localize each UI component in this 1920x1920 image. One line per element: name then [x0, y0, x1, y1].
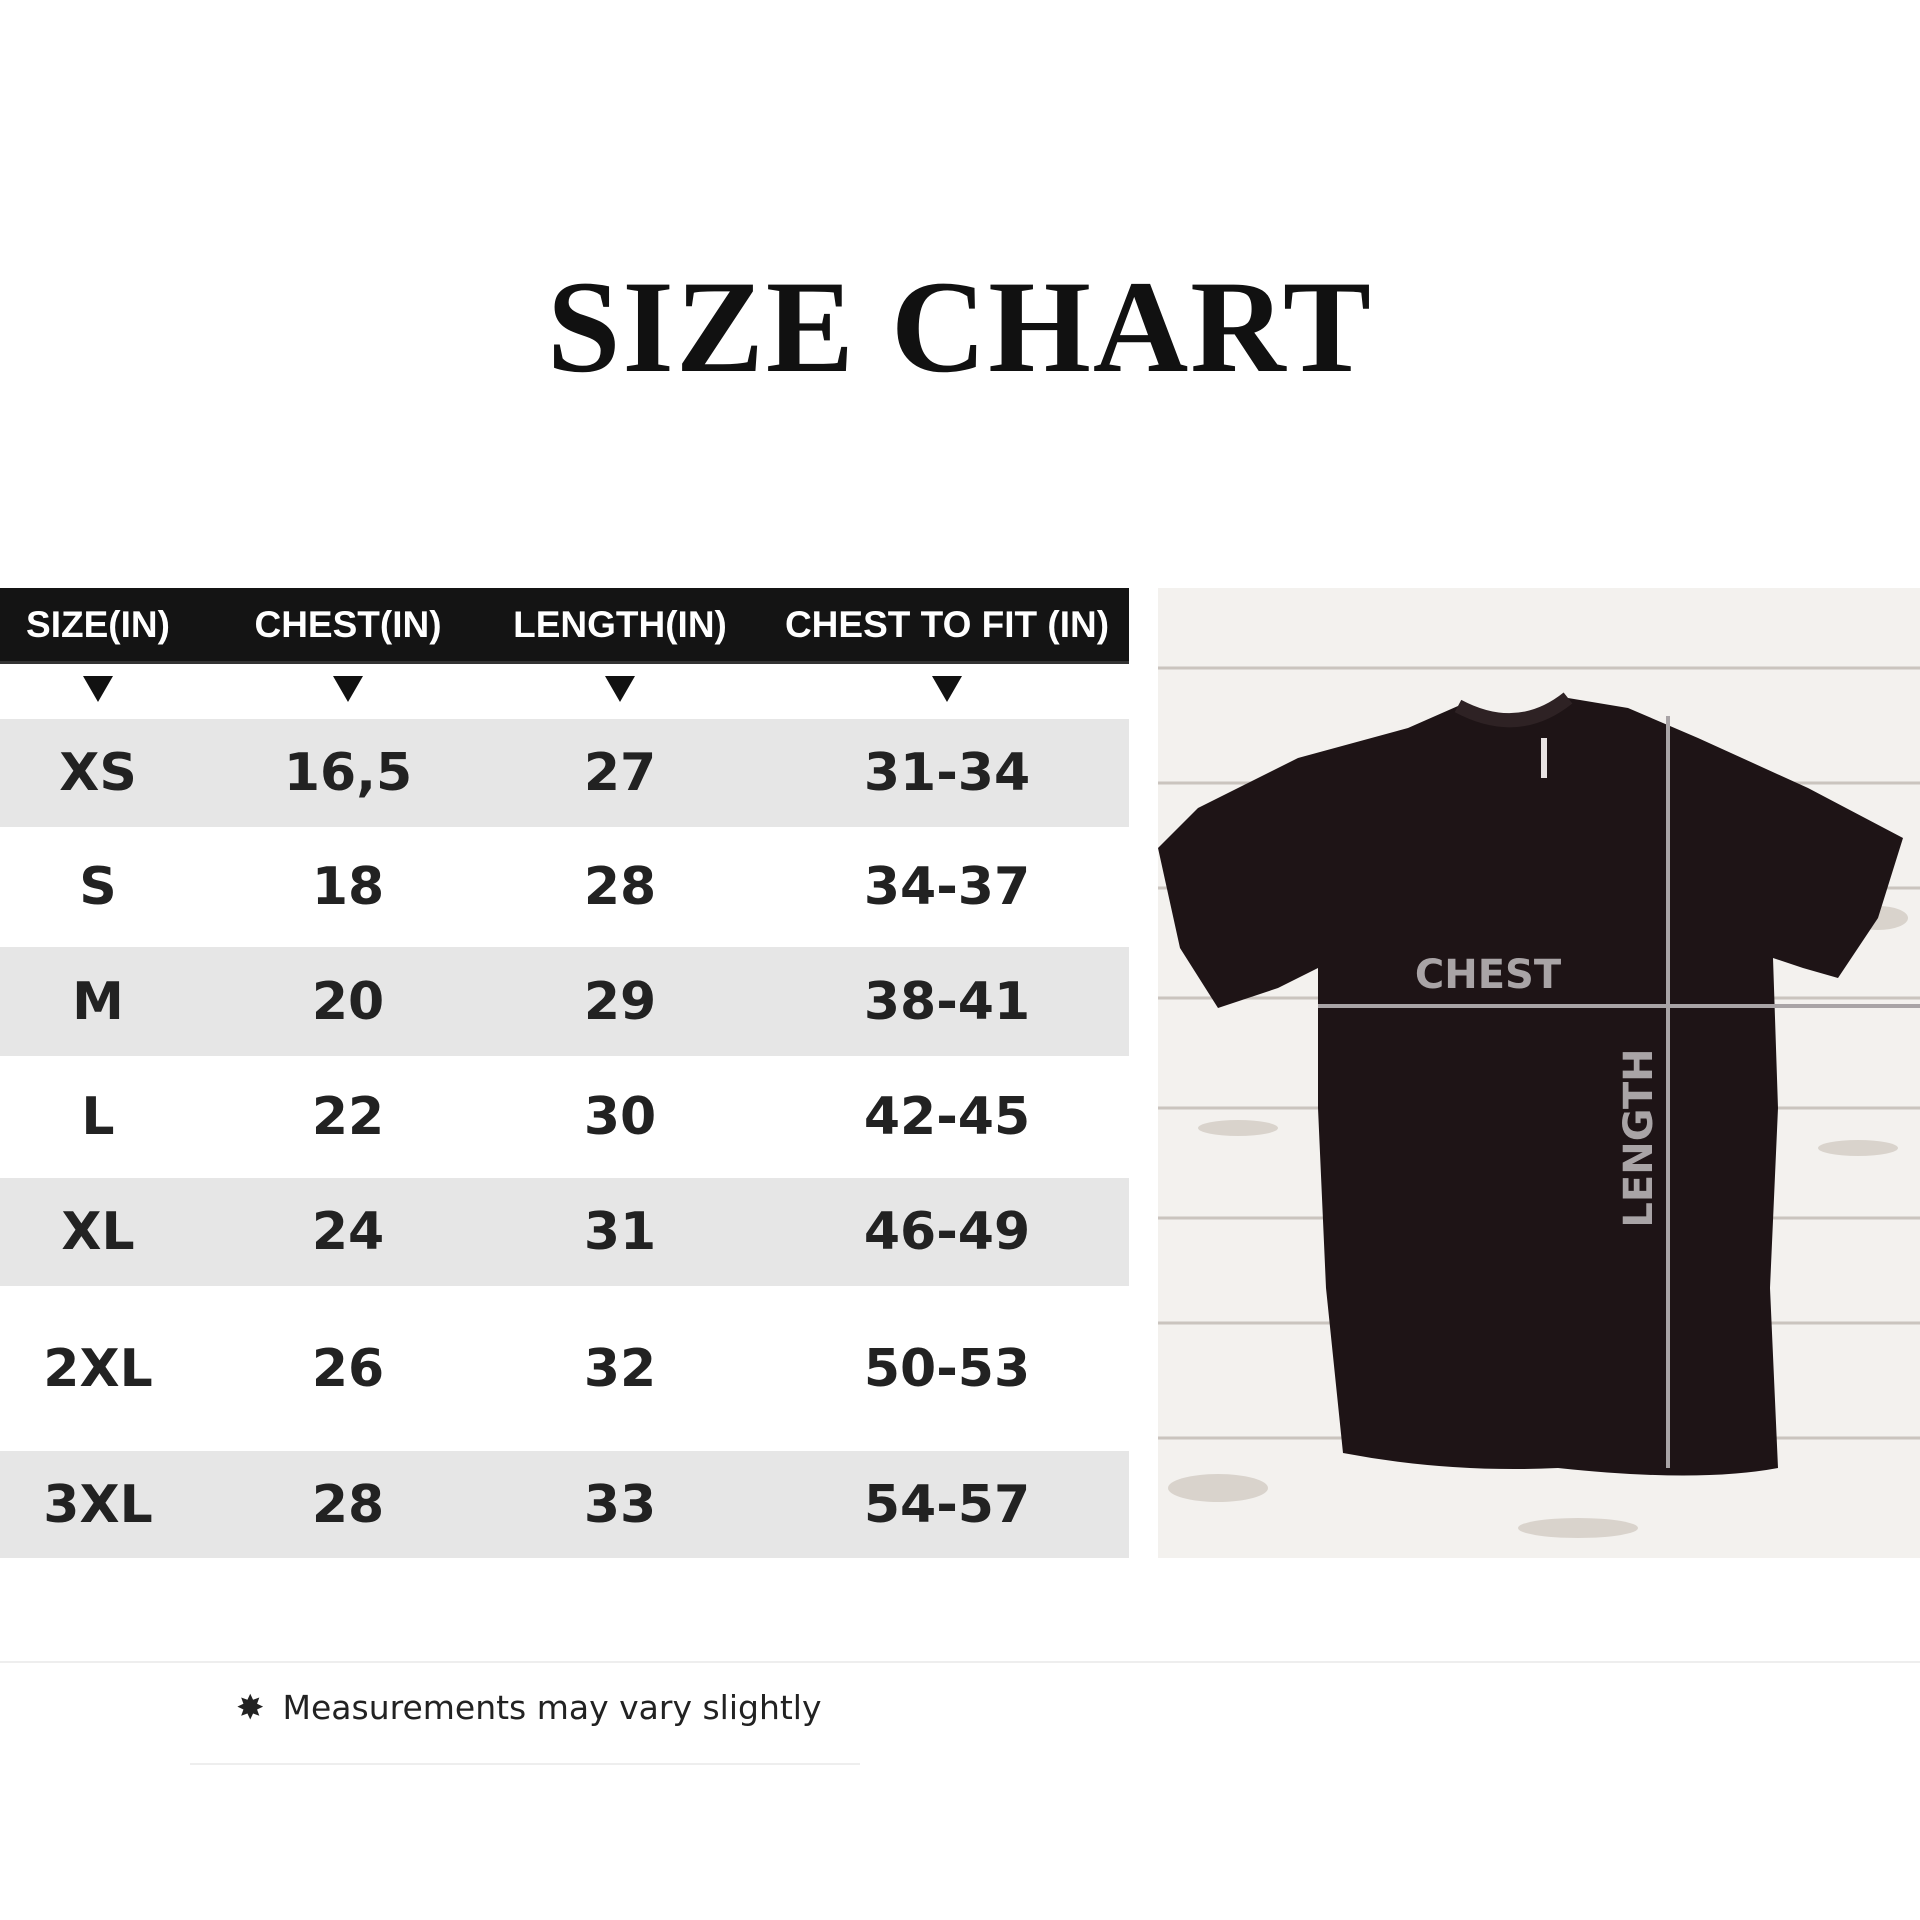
cell-size: S: [79, 857, 117, 917]
cell-chest: 18: [311, 857, 385, 917]
down-arrow-icon: [333, 676, 363, 702]
cell-chest-to-fit: 42-45: [863, 1087, 1031, 1147]
cell-size: XL: [61, 1202, 135, 1262]
header-size: SIZE(IN): [26, 604, 170, 645]
table-row: 3XL 28 33 54-57: [0, 1451, 1129, 1558]
cell-size: 2XL: [43, 1338, 153, 1399]
tshirt-diagram: CHEST LENGTH: [1158, 588, 1920, 1558]
page-title: SIZE CHART: [547, 253, 1373, 400]
cell-chest: 16,5: [283, 743, 413, 803]
measurement-note: ✸ Measurements may vary slightly: [236, 1688, 822, 1728]
cell-chest-to-fit: 50-53: [863, 1338, 1031, 1399]
cell-chest-to-fit: 34-37: [863, 857, 1031, 917]
cell-chest-to-fit: 38-41: [863, 971, 1031, 1032]
cell-length: 27: [583, 743, 657, 803]
cell-chest-to-fit: 46-49: [863, 1202, 1031, 1262]
header-length: LENGTH(IN): [513, 604, 727, 645]
cell-chest: 20: [311, 971, 385, 1032]
down-arrow-icon: [932, 676, 962, 702]
table-row: S 18 28 34-37: [0, 827, 1129, 947]
cell-length: 33: [583, 1474, 657, 1535]
cell-size: 3XL: [43, 1474, 153, 1535]
cell-length: 32: [583, 1338, 657, 1399]
cell-chest: 26: [311, 1338, 385, 1399]
chest-label: CHEST: [1415, 952, 1562, 998]
table-header: SIZE(IN) CHEST(IN) LENGTH(IN) CHEST TO F…: [0, 588, 1129, 664]
header-chest: CHEST(IN): [254, 604, 442, 645]
table-row: L 22 30 42-45: [0, 1056, 1129, 1178]
star-burst-icon: ✸: [236, 1688, 265, 1728]
cell-chest-to-fit: 31-34: [863, 743, 1031, 803]
cell-length: 28: [583, 857, 657, 917]
cell-length: 31: [583, 1202, 657, 1262]
divider: [0, 1661, 1920, 1663]
cell-size: L: [81, 1087, 115, 1147]
table-row: XS 16,5 27 31-34: [0, 719, 1129, 827]
tshirt-shape: [1158, 698, 1903, 1476]
divider: [190, 1763, 860, 1765]
header-chest-to-fit: CHEST TO FIT (IN): [784, 604, 1110, 645]
note-text: Measurements may vary slightly: [282, 1688, 822, 1727]
length-label: LENGTH: [1616, 1048, 1662, 1227]
cell-length: 30: [583, 1087, 657, 1147]
cell-chest-to-fit: 54-57: [863, 1474, 1031, 1535]
down-arrow-icon: [83, 676, 113, 702]
cell-chest: 28: [311, 1474, 385, 1535]
cell-size: M: [72, 971, 124, 1032]
cell-length: 29: [583, 971, 657, 1032]
table-row: 2XL 26 32 50-53: [0, 1286, 1129, 1451]
table-row: M 20 29 38-41: [0, 947, 1129, 1056]
cell-chest: 22: [311, 1087, 385, 1147]
cell-size: XS: [59, 743, 137, 803]
down-arrow-icon: [605, 676, 635, 702]
cell-chest: 24: [311, 1202, 385, 1262]
table-row: XL 24 31 46-49: [0, 1178, 1129, 1286]
